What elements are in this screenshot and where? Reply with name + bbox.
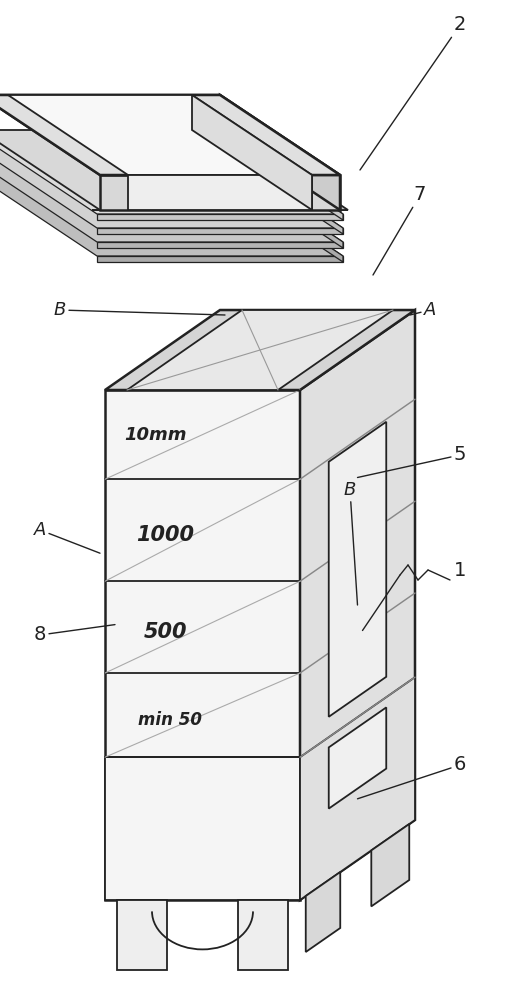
Polygon shape [117,900,167,970]
Polygon shape [0,162,343,242]
Polygon shape [97,214,343,220]
Polygon shape [192,95,312,210]
Polygon shape [127,310,393,390]
Text: 10mm: 10mm [124,426,186,444]
Polygon shape [0,95,340,175]
Text: 5: 5 [357,446,466,478]
Polygon shape [97,242,343,248]
Polygon shape [329,707,386,809]
Text: min 50: min 50 [138,711,202,729]
Polygon shape [329,422,386,717]
Polygon shape [223,162,343,248]
Polygon shape [0,176,343,256]
Polygon shape [300,677,415,900]
Text: 1: 1 [454,560,466,580]
Polygon shape [105,390,300,900]
Polygon shape [223,176,343,262]
Polygon shape [238,900,288,970]
Text: 2: 2 [360,15,466,170]
Polygon shape [0,95,340,175]
Polygon shape [371,824,409,906]
Text: B: B [54,301,225,319]
Text: A: A [34,521,100,553]
Text: 7: 7 [373,186,426,275]
Polygon shape [223,134,343,220]
Polygon shape [8,95,312,175]
Polygon shape [300,310,415,900]
Polygon shape [105,757,300,900]
Text: B: B [344,481,357,605]
Polygon shape [220,95,340,210]
Polygon shape [0,130,340,210]
Polygon shape [220,130,348,210]
Text: 1000: 1000 [136,525,194,545]
Text: 6: 6 [357,756,466,799]
Polygon shape [100,175,340,210]
Polygon shape [223,148,343,234]
Polygon shape [0,134,343,214]
Text: 500: 500 [143,622,187,642]
Text: 8: 8 [34,625,115,645]
Polygon shape [306,872,340,952]
Polygon shape [0,148,343,228]
Polygon shape [97,228,343,234]
Polygon shape [105,310,415,390]
Text: A: A [410,301,436,319]
Polygon shape [128,175,312,210]
Polygon shape [97,256,343,262]
